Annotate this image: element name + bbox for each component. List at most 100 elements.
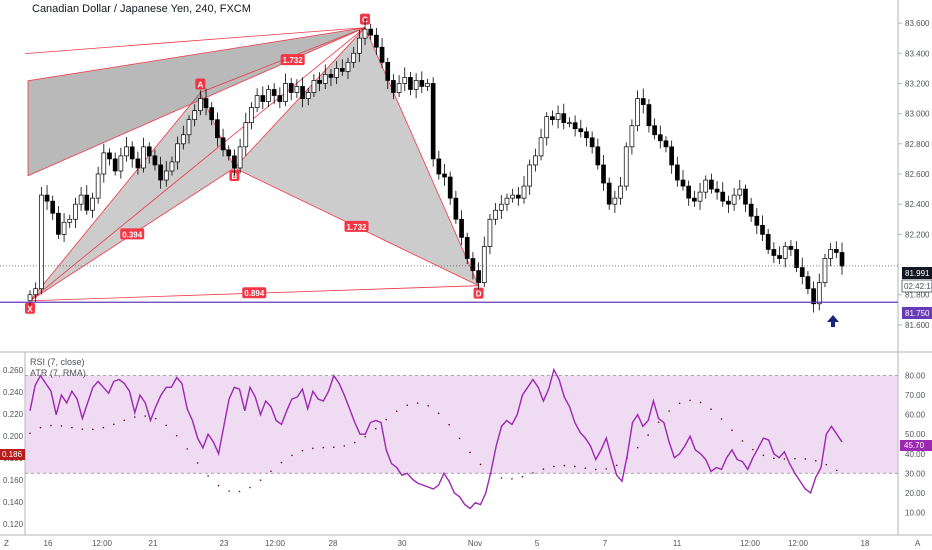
extension-channel[interactable] (27, 27, 366, 177)
candle (487, 213, 493, 255)
candle (726, 195, 731, 213)
time-tick-label: 30 (398, 539, 407, 548)
atr-point (60, 425, 63, 427)
atr-point (532, 472, 534, 474)
candle (243, 112, 249, 156)
xc-line[interactable] (29, 27, 366, 302)
pattern-point[interactable]: A (195, 78, 206, 90)
time-tick-label: 7 (603, 539, 608, 548)
time-axis-left-corner: Z (4, 539, 9, 548)
candle (481, 236, 487, 288)
countdown-label: 02:42:13 (904, 282, 932, 291)
time-axis[interactable]: 16 12:00 21 23 12:00 28 30 Nov 5 7 11 12:00 12:00 18 (44, 539, 870, 548)
candle (305, 87, 311, 106)
candle (374, 27, 379, 55)
pattern-point[interactable]: D (473, 287, 484, 299)
candle (61, 213, 67, 243)
candle (498, 195, 504, 219)
price-tick-label: 83.200 (905, 79, 930, 88)
atr-point (752, 448, 754, 451)
time-tick-label: 16 (44, 539, 53, 548)
time-tick-label: 12:00 (265, 539, 286, 548)
atr-tick-label: 0.240 (3, 388, 24, 397)
candle (833, 241, 839, 259)
candle (663, 136, 669, 153)
atr-tick-label: 0.200 (3, 432, 24, 441)
price-tick-label: 82.600 (905, 170, 930, 179)
auto-scale-button[interactable]: A (915, 539, 921, 548)
candle (186, 115, 192, 144)
candle (300, 77, 305, 108)
candle (777, 246, 782, 265)
candle (271, 83, 277, 105)
ratio-value: 1.732 (283, 56, 304, 65)
candle (794, 241, 799, 273)
candle (754, 208, 760, 235)
atr-point (123, 419, 126, 422)
atr-point (689, 399, 691, 402)
candle (425, 78, 430, 91)
time-tick-label: 12:00 (740, 539, 761, 548)
atr-point (165, 424, 168, 427)
atr-point (364, 435, 367, 438)
rsi-tick-label: 30.00 (905, 469, 926, 478)
candle (822, 253, 828, 288)
atr-point (553, 465, 555, 468)
atr-point (710, 408, 712, 410)
atr-point (574, 465, 576, 468)
atr-point (605, 468, 608, 470)
candle (84, 185, 90, 215)
candle (50, 195, 56, 220)
candle (317, 72, 322, 92)
candle (339, 59, 345, 76)
atr-point (668, 410, 670, 412)
pattern-point-label: D (476, 290, 482, 299)
pattern-point-label: X (27, 305, 33, 314)
candle (396, 75, 402, 98)
atr-point (615, 464, 618, 467)
ratio-value: 1.732 (346, 223, 367, 232)
candle (39, 186, 44, 295)
atr-point (395, 410, 398, 413)
atr-point (804, 458, 807, 460)
candle (447, 171, 453, 205)
candle (640, 88, 646, 114)
candle (33, 282, 39, 303)
candle (175, 136, 180, 170)
rsi-tick-label: 70.00 (905, 391, 926, 400)
c-extension-line[interactable] (24, 27, 366, 55)
atr-point (259, 479, 262, 481)
atr-tick-label: 0.260 (3, 366, 24, 375)
candle (618, 177, 623, 205)
candle (674, 156, 680, 187)
candle (805, 271, 811, 295)
candle (601, 154, 606, 191)
atr-point (186, 448, 188, 450)
candle (527, 159, 533, 195)
candle (550, 110, 555, 126)
atr-point (542, 468, 545, 470)
candle (578, 119, 584, 138)
candle (283, 73, 288, 107)
price-tick-label: 82.200 (905, 230, 930, 239)
candle (521, 176, 527, 204)
atr-point (270, 470, 272, 473)
atr-point (825, 463, 828, 466)
candle (782, 241, 788, 268)
candle (646, 99, 652, 133)
atr-point (228, 490, 230, 492)
candle (709, 173, 714, 194)
atr-point (280, 461, 283, 464)
candle (606, 177, 612, 210)
time-tick-label: 18 (861, 539, 870, 548)
candle (311, 74, 317, 98)
candle (419, 71, 425, 94)
pattern-point[interactable]: X (25, 302, 35, 314)
candle (146, 142, 152, 164)
candle (555, 105, 561, 129)
atr-point (773, 457, 775, 459)
candle (73, 197, 78, 229)
candle (612, 190, 618, 213)
price-axis[interactable]: 83.600 83.400 83.200 83.000 82.800 82.600 82.4… (898, 19, 930, 330)
atr-legend: ATR (7, RMA) (30, 368, 86, 378)
